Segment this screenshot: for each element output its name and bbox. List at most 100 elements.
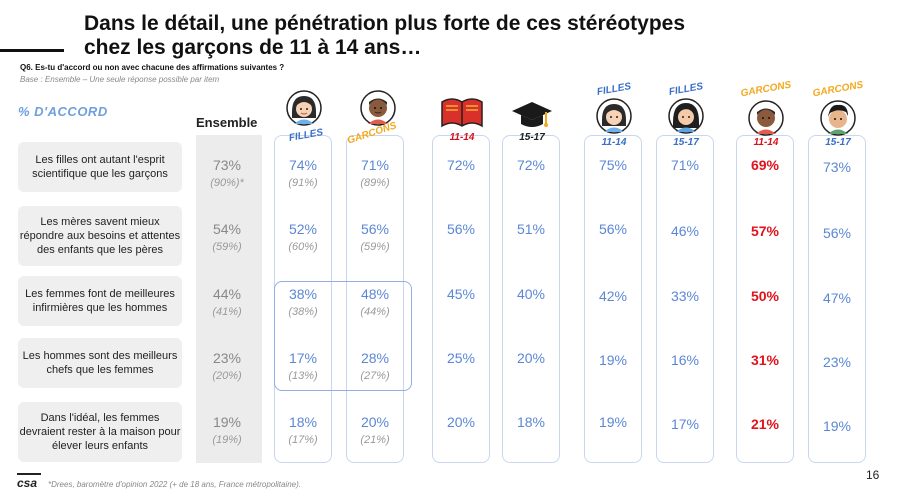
cell-previous: (17%) [288, 434, 318, 446]
cell-previous: (91%) [288, 177, 318, 189]
logo-text: csa [17, 476, 37, 490]
cell-value: 19% [598, 352, 628, 368]
cell-value: 56% [446, 221, 476, 237]
book-icon [440, 96, 484, 130]
cell-previous: (19%) [212, 434, 242, 446]
cell-value: 46% [670, 223, 700, 239]
cell-value: 38% [288, 286, 318, 302]
highlight-box [274, 281, 412, 391]
header-garcons-11-14-age: 11-14 [753, 137, 779, 148]
cell-value: 20% [360, 414, 390, 430]
column-age-15-17 [502, 135, 560, 463]
cell-previous: (41%) [212, 306, 242, 318]
cell-value: 47% [822, 290, 852, 306]
cell-value: 74% [288, 157, 318, 173]
cell-value: 71% [360, 157, 390, 173]
cell-previous: (60%) [288, 241, 318, 253]
cell-value: 45% [446, 286, 476, 302]
cell-value: 19% [598, 414, 628, 430]
statement-2: Les mères savent mieux répondre aux beso… [18, 206, 182, 266]
title-divider [0, 49, 64, 52]
cell-value-highlight: 57% [750, 223, 780, 239]
cell-previous: (38%) [288, 306, 318, 318]
girl-avatar-icon [596, 98, 632, 134]
header-filles-15-17-label: FILLES [668, 81, 704, 98]
cell-previous: (21%) [360, 434, 390, 446]
header-garcons-11-14-label: GARCONS [739, 79, 793, 100]
question-text: Q6. Es-tu d'accord ou non avec chacune d… [20, 63, 285, 72]
cell-previous: (59%) [360, 241, 390, 253]
header-filles-15-17-age: 15-17 [673, 137, 699, 148]
title-line-1: Dans le détail, une pénétration plus for… [84, 12, 686, 35]
header-garcons-15-17-age: 15-17 [825, 137, 851, 148]
statement-5: Dans l'idéal, les femmes devraient reste… [18, 402, 182, 462]
cell-previous: (44%) [360, 306, 390, 318]
cell-previous: (59%) [212, 241, 242, 253]
cell-value: 73% [822, 159, 852, 175]
cell-value-highlight: 69% [750, 157, 780, 173]
cell-value: 33% [670, 288, 700, 304]
boy-avatar-icon [748, 100, 784, 136]
cell-value: 40% [516, 286, 546, 302]
cell-value: 56% [598, 221, 628, 237]
cell-value: 20% [516, 350, 546, 366]
cell-previous: (27%) [360, 370, 390, 382]
column-filles-15-17 [656, 135, 714, 463]
cell-value: 72% [446, 157, 476, 173]
cell-value: 28% [360, 350, 390, 366]
statement-4: Les hommes sont des meilleurs chefs que … [18, 338, 182, 388]
base-text: Base : Ensemble – Une seule réponse poss… [20, 75, 220, 84]
column-garcons [346, 135, 404, 463]
accord-label: % D'ACCORD [18, 104, 108, 119]
cell-value: 18% [516, 414, 546, 430]
statement-3: Les femmes font de meilleures infirmière… [18, 276, 182, 326]
page-title: Dans le détail, une pénétration plus for… [84, 12, 685, 60]
header-age-11-14: 11-14 [449, 132, 475, 143]
csa-logo: csa [16, 470, 42, 490]
column-filles-11-14 [584, 135, 642, 463]
cell-value: 71% [670, 157, 700, 173]
girl-avatar-icon [286, 90, 322, 126]
cell-value: 44% [212, 286, 242, 302]
cell-value: 72% [516, 157, 546, 173]
cell-value: 19% [212, 414, 242, 430]
cell-value: 54% [212, 221, 242, 237]
cell-previous: (89%) [360, 177, 390, 189]
cell-value-highlight: 21% [750, 416, 780, 432]
header-filles-11-14-age: 11-14 [601, 137, 627, 148]
footnote: *Drees, baromètre d'opinion 2022 (+ de 1… [48, 480, 302, 489]
cell-value: 52% [288, 221, 318, 237]
girl-avatar-icon [668, 98, 704, 134]
cell-value: 16% [670, 352, 700, 368]
cell-value: 17% [288, 350, 318, 366]
ensemble-column [196, 135, 262, 463]
cell-value-highlight: 50% [750, 288, 780, 304]
graduation-cap-icon [510, 100, 554, 132]
header-age-15-17: 15-17 [519, 132, 545, 143]
cell-previous: (90%)* [210, 177, 244, 189]
cell-previous: (13%) [288, 370, 318, 382]
ensemble-header: Ensemble [196, 115, 258, 130]
cell-previous: (20%) [212, 370, 242, 382]
cell-value: 42% [598, 288, 628, 304]
cell-value: 18% [288, 414, 318, 430]
page-number: 16 [866, 468, 880, 482]
cell-value: 19% [822, 418, 852, 434]
title-line-2: chez les garçons de 11 à 14 ans… [84, 36, 422, 59]
cell-value: 23% [212, 350, 242, 366]
cell-value: 25% [446, 350, 476, 366]
cell-value: 51% [516, 221, 546, 237]
boy-avatar-icon [820, 100, 856, 136]
cell-value: 20% [446, 414, 476, 430]
cell-value: 56% [822, 225, 852, 241]
cell-value: 23% [822, 354, 852, 370]
cell-value-highlight: 31% [750, 352, 780, 368]
cell-value: 17% [670, 416, 700, 432]
cell-value: 75% [598, 157, 628, 173]
statement-1: Les filles ont autant l'esprit scientifi… [18, 142, 182, 192]
column-age-11-14 [432, 135, 490, 463]
header-garcons-15-17-label: GARCONS [811, 79, 865, 100]
cell-value: 73% [212, 157, 242, 173]
cell-value: 48% [360, 286, 390, 302]
cell-value: 56% [360, 221, 390, 237]
